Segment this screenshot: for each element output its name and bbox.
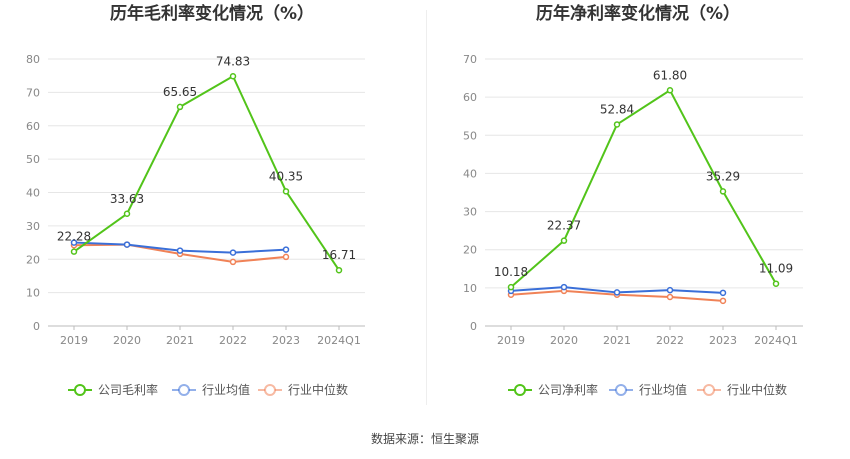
x-tick-label: 2019 [60,334,88,347]
series-line [73,75,340,271]
data-label: 74.83 [216,54,250,68]
legend-item: 行业均值 [172,382,250,397]
data-point [229,73,237,80]
y-tick-label: 30 [26,220,40,233]
data-point [176,247,184,254]
y-tick-label: 40 [463,167,477,180]
source-note: 数据来源：恒生聚源 [370,432,479,446]
data-label: 22.28 [57,230,91,244]
data-point [772,280,780,287]
data-point [282,253,290,261]
y-tick-label: 20 [26,253,40,266]
data-point [282,246,290,253]
data-point [719,297,727,305]
y-tick-label: 70 [26,86,40,99]
data-label: 22.37 [547,219,581,233]
data-point [282,188,290,195]
data-point [719,289,727,297]
x-tick-label: 2020 [550,334,578,347]
y-tick-label: 20 [463,244,477,257]
legend-label: 行业均值 [639,382,687,397]
legend-label: 行业中位数 [727,382,787,397]
data-point [560,283,568,291]
legend-item: 行业中位数 [258,382,348,397]
y-tick-label: 50 [463,129,477,142]
legend-label: 行业中位数 [288,382,348,397]
data-point [176,103,184,111]
x-tick-label: 2022 [219,334,247,347]
y-tick-label: 80 [26,53,40,66]
data-label: 16.71 [322,248,356,262]
data-label: 40.35 [269,169,303,183]
x-tick-label: 2023 [709,334,737,347]
data-label: 35.29 [706,169,740,183]
data-point [613,289,621,296]
x-tick-label: 2024Q1 [754,334,798,347]
legend-marker [615,384,627,396]
legend-marker [178,384,190,396]
x-tick-label: 2019 [497,334,525,347]
chart-title: 历年毛利率变化情况（%） [110,3,314,24]
panel-divider [426,10,427,405]
y-tick-label: 30 [463,206,477,219]
y-tick-label: 70 [463,53,477,66]
data-point [560,237,568,244]
y-tick-label: 60 [463,91,477,104]
chart-2: 历年净利率变化情况（%） 0 10 20 30 40 50 60 70 2019 2020 2021 2… [463,3,803,397]
data-label: 10.18 [494,265,528,279]
legend-marker [703,384,715,396]
legend-item: 公司毛利率 [68,382,158,397]
data-point [613,121,621,128]
legend-item: 公司净利率 [508,382,598,397]
series-line [510,89,777,288]
data-point [229,258,237,266]
data-label: 33.63 [110,192,144,206]
legend-label: 行业均值 [202,382,250,397]
data-point [70,239,78,246]
y-tick-label: 10 [463,282,477,295]
y-tick-label: 10 [26,287,40,300]
y-tick-label: 0 [33,320,40,333]
chart-1: 历年毛利率变化情况（%） 0 10 20 30 40 50 60 70 80 2019 2020 202… [26,3,365,397]
data-point [666,286,674,294]
data-point [507,283,515,291]
data-point [229,249,237,256]
y-tick-label: 50 [26,153,40,166]
x-tick-label: 2024Q1 [317,334,361,347]
y-tick-label: 40 [26,187,40,200]
chart-title: 历年净利率变化情况（%） [536,3,740,24]
data-label: 65.65 [163,85,197,99]
x-tick-label: 2022 [656,334,684,347]
data-point [719,188,727,195]
data-point [70,248,78,255]
data-point [123,241,131,248]
legend-label: 公司净利率 [538,382,598,397]
data-point [335,266,343,274]
x-tick-label: 2023 [272,334,300,347]
legend-marker [264,384,276,396]
legend-marker [514,384,526,396]
legend-item: 行业中位数 [697,382,787,397]
data-label: 52.84 [600,102,634,116]
legend-label: 公司毛利率 [98,382,158,397]
data-point [666,293,674,301]
legend-marker [74,384,86,396]
x-tick-label: 2021 [603,334,631,347]
data-point [123,210,131,218]
x-tick-label: 2021 [166,334,194,347]
data-label: 11.09 [759,262,793,276]
x-tick-label: 2020 [113,334,141,347]
legend-item: 行业均值 [609,382,687,397]
data-point [666,87,674,94]
data-label: 61.80 [653,68,687,82]
y-tick-label: 0 [470,320,477,333]
y-tick-label: 60 [26,120,40,133]
